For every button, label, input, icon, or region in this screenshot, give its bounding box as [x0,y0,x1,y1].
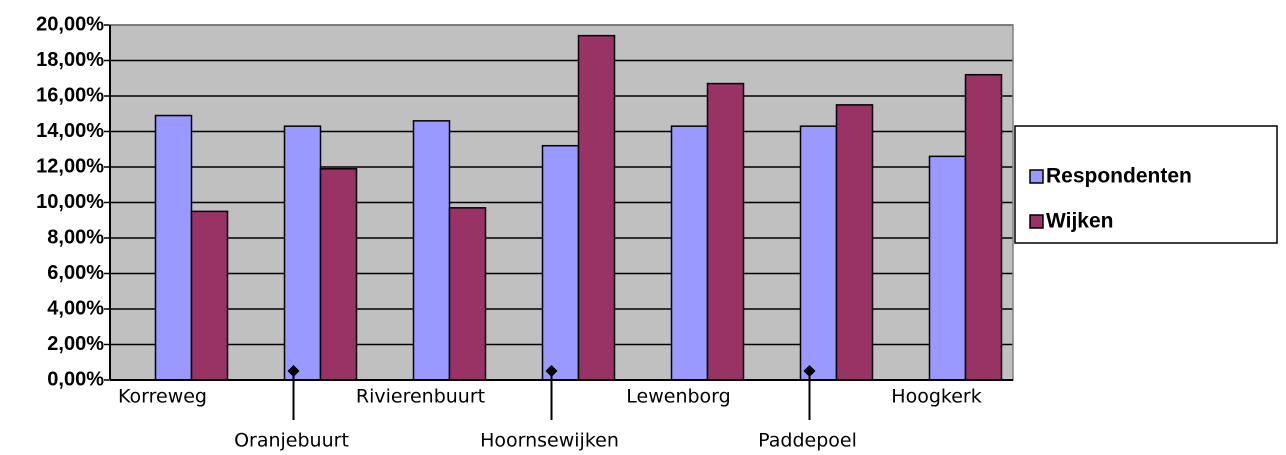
y-tick-label: 14,00% [36,120,104,142]
y-tick-label: 10,00% [36,191,104,213]
legend-swatch [1029,169,1044,184]
y-tick-label: 18,00% [36,49,104,71]
leader-marker [287,365,300,377]
x-tick-label: Korreweg [118,386,207,408]
legend-box [1014,125,1278,244]
bar [670,125,709,381]
bar [283,125,322,381]
legend-label: Respondenten [1046,165,1192,188]
bar [319,168,358,381]
bar [835,104,874,381]
x-tick-label: Paddepoel [758,430,857,452]
y-tick-label: 0,00% [47,368,104,390]
leader-marker [545,365,558,377]
y-tick-label: 16,00% [36,84,104,106]
x-tick-label: Oranjebuurt [234,430,349,452]
x-tick-label: Lewenborg [626,386,730,408]
bar [412,120,451,381]
x-tick-label: Hoornsewijken [480,430,619,452]
bar [928,155,967,381]
bar [541,144,580,381]
x-tick-label: Hoogkerk [891,386,981,408]
y-tick-label: 4,00% [47,297,104,319]
legend-swatch [1029,214,1044,229]
bar [448,207,487,381]
y-tick-label: 6,00% [47,262,104,284]
y-tick-label: 2,00% [47,333,104,355]
bar [706,82,745,381]
bar [154,114,193,381]
x-tick-label: Rivierenbuurt [356,386,485,408]
bar [799,125,838,381]
y-tick-label: 20,00% [36,13,104,35]
y-tick-label: 12,00% [36,155,104,177]
legend-label: Wijken [1046,210,1114,233]
leader-marker [803,365,816,377]
bar [577,34,616,381]
y-tick-label: 8,00% [47,226,104,248]
bar [190,210,229,381]
bar [964,73,1003,381]
